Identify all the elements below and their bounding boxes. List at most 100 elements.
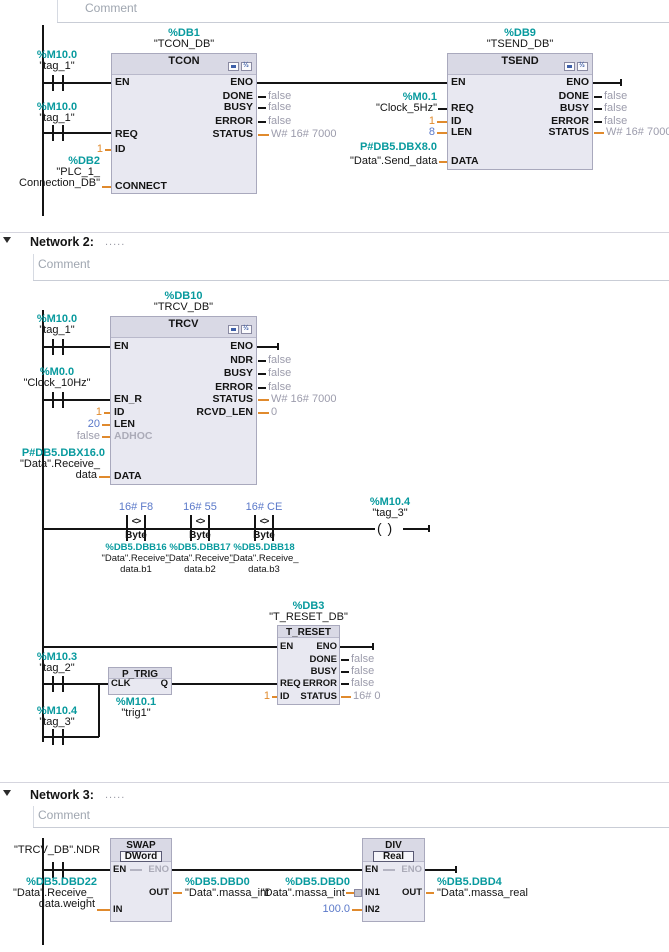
network2-title[interactable]: Network 2: [30,235,94,249]
operand-address[interactable]: %DB5.DBB18 [233,542,295,553]
no-contact[interactable] [52,862,54,878]
operand-address[interactable]: %DB5.DBD22 [26,876,97,888]
instance-db-address[interactable]: %DB10 [164,290,203,302]
operand-value[interactable]: false [76,430,100,442]
no-contact[interactable] [52,676,54,692]
contact-address[interactable]: %M10.0 [36,101,78,113]
operand-dash [258,134,269,136]
network2-comment[interactable]: Comment [38,257,91,271]
monitor-value: false [604,115,628,127]
instance-icon[interactable] [228,325,239,334]
compare-contact[interactable] [254,515,256,541]
compare-contact[interactable] [208,515,210,541]
instance-db-address[interactable]: %DB9 [504,27,536,39]
instance-db-name[interactable]: "TCON_DB" [153,38,215,50]
instance-db-address[interactable]: %DB1 [168,27,200,39]
no-contact[interactable] [62,729,64,745]
operand-address[interactable]: %DB5.DBB17 [169,542,231,553]
compare-value[interactable]: 16# 55 [183,501,217,513]
collapse-triangle-icon[interactable] [3,790,11,796]
no-contact[interactable] [52,729,54,745]
operand-dash [173,892,182,894]
contact-address[interactable]: %M10.0 [36,49,78,61]
comment-underline [33,827,669,828]
operand-value[interactable]: 100.0 [322,903,350,915]
tcon-block[interactable] [111,53,257,194]
compare-contact[interactable] [126,515,128,541]
network2-dots[interactable]: ..... [105,236,126,248]
no-contact[interactable] [62,676,64,692]
no-contact[interactable] [52,339,54,355]
instance-icon[interactable] [564,62,575,71]
contact-address[interactable]: %M10.4 [36,705,78,717]
toggle-params-icon[interactable]: ½ [241,325,252,334]
no-contact[interactable] [62,75,64,91]
contact-address[interactable]: %M10.3 [36,651,78,663]
operand-address[interactable]: P#DB5.DBX16.0 [21,447,105,459]
operand-address[interactable]: P#DB5.DBX8.0 [359,141,437,153]
toggle-params-icon[interactable]: ½ [577,62,588,71]
operand-address[interactable]: %DB2 [68,155,100,167]
block-type[interactable]: DWord [120,851,162,862]
block-type[interactable]: Real [373,851,414,862]
operand-value[interactable]: 1 [263,690,270,702]
instance-icon[interactable] [228,62,239,71]
block-title: TSEND [501,55,539,67]
pin-label: Q [160,678,168,689]
no-contact[interactable] [62,339,64,355]
operand-name: data.b1 [120,564,152,575]
compare-type[interactable]: Byte [189,530,211,541]
network3-comment[interactable]: Comment [38,808,91,822]
operand-name: data.weight [38,898,95,910]
network3-title[interactable]: Network 3: [30,788,94,802]
instance-db-address[interactable]: %DB3 [292,600,325,612]
operand-address[interactable]: %DB5.DBB16 [105,542,167,553]
operand-preview-icon[interactable] [354,889,362,897]
pin-label: DONE [222,90,253,102]
compare-type[interactable]: Byte [125,530,147,541]
operand-value[interactable]: 20 [87,418,100,430]
coil-address[interactable]: %M10.4 [369,496,411,508]
operand-address[interactable]: %DB5.DBD0 [285,876,350,888]
block-title: T_RESET [285,627,331,638]
monitor-value: 0 [271,406,278,418]
instance-db-name[interactable]: "TRCV_DB" [153,301,214,313]
operand-address[interactable]: %M0.1 [402,91,437,103]
collapse-triangle-icon[interactable] [3,237,11,243]
compare-contact[interactable] [272,515,274,541]
contact-name: "Clock_10Hz" [23,377,91,389]
no-contact[interactable] [52,125,54,141]
operand-address[interactable]: %DB5.DBD0 [185,876,250,888]
contact-name[interactable]: "TRCV_DB".NDR [13,844,101,856]
operand-address[interactable]: %DB5.DBD4 [437,876,502,888]
pin-label: OUT [148,887,169,898]
coil[interactable]: ( ) [377,520,394,536]
network1-comment[interactable]: Comment [85,1,138,15]
monitor-value: false [268,367,292,379]
operand-value[interactable]: 8 [428,126,435,138]
no-contact[interactable] [52,75,54,91]
compare-value[interactable]: 16# F8 [118,501,154,513]
no-contact[interactable] [62,392,64,408]
contact-address[interactable]: %M10.0 [36,313,78,325]
operand-value[interactable]: 1 [96,143,103,155]
no-contact[interactable] [62,125,64,141]
pin-label: REQ [451,102,474,114]
no-contact[interactable] [62,862,64,878]
operand-address[interactable]: %M10.1 [115,696,157,708]
no-contact[interactable] [52,392,54,408]
operand-name: "Data".Receive_ [13,887,93,899]
operand-value[interactable]: 1 [95,406,102,418]
compare-type[interactable]: Byte [253,530,275,541]
trcv-block[interactable] [110,316,257,485]
compare-contact[interactable] [144,515,146,541]
network3-dots[interactable]: ..... [105,789,126,801]
compare-contact[interactable] [190,515,192,541]
instance-db-name[interactable]: "TSEND_DB" [486,38,554,50]
instance-db-name[interactable]: "T_RESET_DB" [269,611,348,623]
treset-block[interactable] [277,625,340,705]
toggle-params-icon[interactable]: ½ [241,62,252,71]
operand-value[interactable]: 1 [428,115,435,127]
contact-address[interactable]: %M0.0 [39,366,75,378]
compare-value[interactable]: 16# CE [245,501,283,513]
